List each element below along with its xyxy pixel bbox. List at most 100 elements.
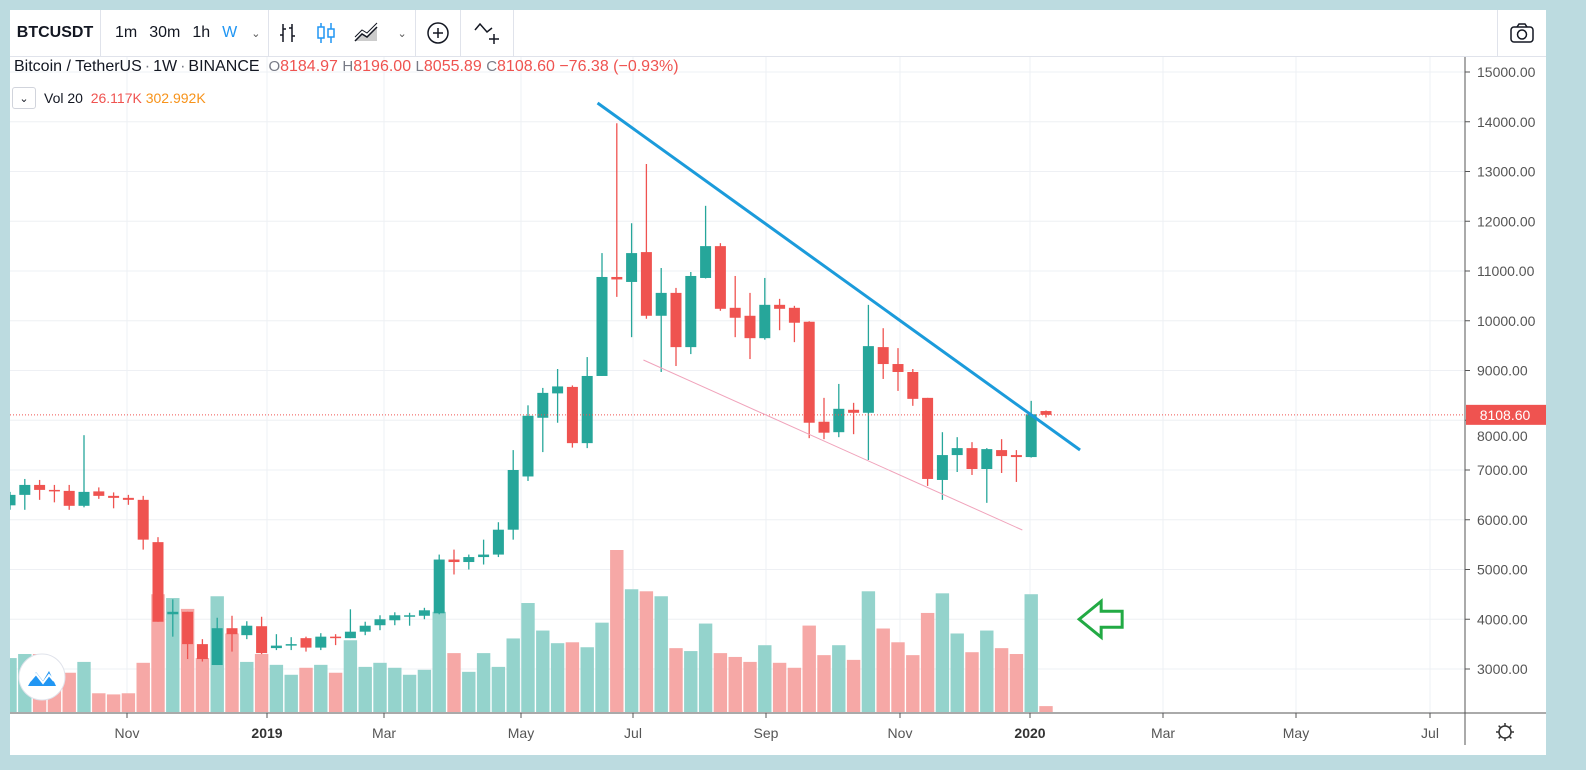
candle-body	[492, 529, 504, 555]
volume-bar	[447, 653, 461, 712]
volume-bar	[876, 628, 890, 712]
logo-line	[29, 672, 55, 685]
legend-interval: 1W	[153, 58, 178, 75]
interval-30m[interactable]: 30m	[149, 24, 181, 41]
candle	[670, 287, 682, 367]
volume-bar	[240, 661, 254, 712]
close-label: C	[486, 58, 498, 75]
interval-1m[interactable]: 1m	[115, 24, 138, 41]
volume-bar	[935, 593, 950, 712]
volume-bar	[314, 664, 328, 712]
volume-bar	[121, 693, 136, 712]
candle	[552, 369, 564, 423]
candle	[182, 611, 194, 660]
candle	[700, 205, 712, 279]
candle	[966, 442, 978, 475]
toolbar-divider	[268, 10, 270, 56]
candle	[270, 634, 282, 651]
candle-body	[640, 252, 652, 316]
volume-legend: ⌄ Vol 20 26.117K 302.992K	[12, 87, 206, 109]
volume-bar	[106, 694, 121, 712]
candle	[981, 448, 993, 503]
y-tick-label: 14000.00	[1477, 114, 1536, 130]
last-price-label: 8108.60	[1480, 407, 1531, 423]
candle-series	[10, 123, 1052, 666]
indicators-icon[interactable]	[461, 10, 513, 56]
tradingview-logo-icon[interactable]	[18, 653, 66, 701]
x-tick-label: Nov	[888, 725, 913, 741]
high-value: 8196.00	[353, 58, 412, 75]
toolbar-divider	[512, 10, 514, 56]
toolbar-divider	[459, 10, 461, 56]
volume-bar	[758, 645, 772, 712]
candle	[433, 554, 445, 615]
symbol-description: Bitcoin / TetherUS	[14, 58, 142, 75]
volume-bar	[980, 630, 994, 712]
snapshot-camera-icon[interactable]	[1497, 10, 1546, 56]
candle-body	[537, 392, 549, 418]
candle-body	[463, 557, 475, 563]
resistance-trendline[interactable]	[596, 101, 1081, 452]
volume-bar	[136, 662, 150, 712]
gear-ring	[1498, 725, 1512, 739]
legend-separator: ·	[180, 58, 186, 75]
logo-circle	[18, 653, 66, 701]
grid	[10, 57, 1465, 713]
chart-type-chevron-down-icon[interactable]: ⌄	[397, 27, 407, 40]
bar-chart-type-icon[interactable]	[269, 10, 307, 56]
interval-1h[interactable]: 1h	[192, 24, 211, 41]
volume-bar	[402, 674, 417, 712]
candle	[389, 612, 401, 626]
volume-bar	[62, 672, 76, 712]
x-tick-label: May	[508, 725, 534, 741]
volume-bar	[772, 662, 787, 712]
area-chart-type-icon[interactable]	[345, 10, 389, 56]
volume-bar	[861, 591, 876, 712]
candle-body	[1040, 411, 1052, 415]
candle-body	[788, 307, 800, 323]
candle	[640, 164, 652, 319]
volume-bar	[343, 640, 358, 712]
candle	[522, 405, 534, 481]
candle-body	[774, 304, 786, 309]
settings-gear-icon[interactable]	[1496, 723, 1514, 741]
candle	[463, 554, 475, 570]
volume-value: 26.117K	[90, 90, 142, 106]
candle-body	[63, 490, 75, 506]
volume-bar	[166, 598, 180, 712]
volume-bar	[432, 611, 446, 712]
candle-body	[108, 495, 120, 498]
x-tick-label: Nov	[115, 725, 140, 741]
interval-dropdown-chevron-down-icon[interactable]: ⌄	[251, 27, 261, 40]
candle	[626, 223, 638, 338]
candle-body	[803, 321, 815, 423]
volume-bar	[299, 667, 313, 712]
support-trendline[interactable]	[643, 359, 1023, 531]
volume-bar	[550, 643, 565, 712]
drawings	[10, 101, 1465, 641]
candle-body	[418, 610, 430, 616]
symbol-search-button[interactable]: BTCUSDT	[16, 24, 94, 41]
candle-body	[655, 292, 667, 316]
candles-chart-type-icon[interactable]	[307, 10, 345, 56]
collapse-chevron-down-icon[interactable]: ⌄	[12, 87, 36, 109]
volume-bar	[373, 662, 387, 712]
high-label: H	[342, 58, 354, 75]
y-tick-label: 7000.00	[1477, 462, 1528, 478]
candle	[862, 304, 874, 461]
candle-body	[611, 276, 623, 280]
candle-body	[507, 470, 519, 530]
arrow-left-annotation-icon[interactable]	[1076, 598, 1124, 641]
candle	[507, 450, 519, 540]
volume-bar	[891, 642, 905, 712]
interval-w[interactable]: W	[222, 24, 238, 41]
x-tick-label: Mar	[1151, 725, 1175, 741]
volume-bar	[965, 652, 979, 712]
candle	[10, 491, 16, 510]
volume-bar	[743, 661, 757, 712]
compare-add-symbol-icon[interactable]	[416, 10, 460, 56]
candle-body	[1025, 414, 1037, 458]
candle-body	[315, 636, 327, 648]
candle-body	[685, 275, 697, 348]
